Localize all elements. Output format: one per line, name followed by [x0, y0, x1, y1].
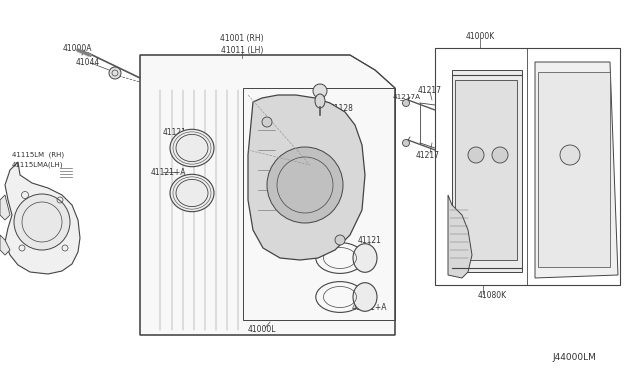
Bar: [538, 72, 610, 267]
Circle shape: [335, 235, 345, 245]
Circle shape: [109, 67, 121, 79]
Text: 41217A: 41217A: [393, 94, 421, 100]
Ellipse shape: [170, 129, 214, 167]
Polygon shape: [535, 62, 618, 278]
Circle shape: [14, 194, 70, 250]
Bar: [455, 80, 517, 260]
Polygon shape: [448, 195, 472, 278]
Text: 41115LM  (RH): 41115LM (RH): [12, 152, 64, 158]
Text: 41121: 41121: [358, 235, 382, 244]
Polygon shape: [0, 195, 10, 220]
Text: 41217: 41217: [416, 151, 440, 160]
Text: 41011 (LH): 41011 (LH): [221, 45, 263, 55]
Polygon shape: [0, 235, 10, 255]
Circle shape: [560, 145, 580, 165]
Text: 41000A: 41000A: [63, 44, 93, 52]
Bar: [435, 48, 620, 285]
Text: 41115LMA(LH): 41115LMA(LH): [12, 162, 63, 168]
Circle shape: [403, 140, 410, 147]
Text: 41121: 41121: [163, 128, 187, 137]
Ellipse shape: [315, 94, 325, 108]
Ellipse shape: [353, 283, 377, 311]
Bar: [243, 88, 395, 320]
Polygon shape: [248, 95, 365, 260]
Text: 41044: 41044: [76, 58, 100, 67]
Circle shape: [468, 147, 484, 163]
Text: J44000LM: J44000LM: [552, 353, 596, 362]
Text: 41001 (RH): 41001 (RH): [220, 33, 264, 42]
Circle shape: [262, 117, 272, 127]
Polygon shape: [140, 55, 395, 335]
Ellipse shape: [170, 174, 214, 212]
Text: 41121+A: 41121+A: [352, 304, 387, 312]
Polygon shape: [5, 162, 80, 274]
Polygon shape: [452, 70, 522, 272]
Text: 41080K: 41080K: [478, 292, 507, 301]
Text: 41217: 41217: [418, 86, 442, 94]
Ellipse shape: [353, 244, 377, 272]
Text: 41128: 41128: [330, 103, 354, 112]
Circle shape: [267, 147, 343, 223]
Text: 41000L: 41000L: [248, 326, 276, 334]
Circle shape: [313, 84, 327, 98]
Circle shape: [403, 99, 410, 106]
Text: 41121+A: 41121+A: [151, 167, 186, 176]
Circle shape: [492, 147, 508, 163]
Text: 41000K: 41000K: [465, 32, 495, 41]
